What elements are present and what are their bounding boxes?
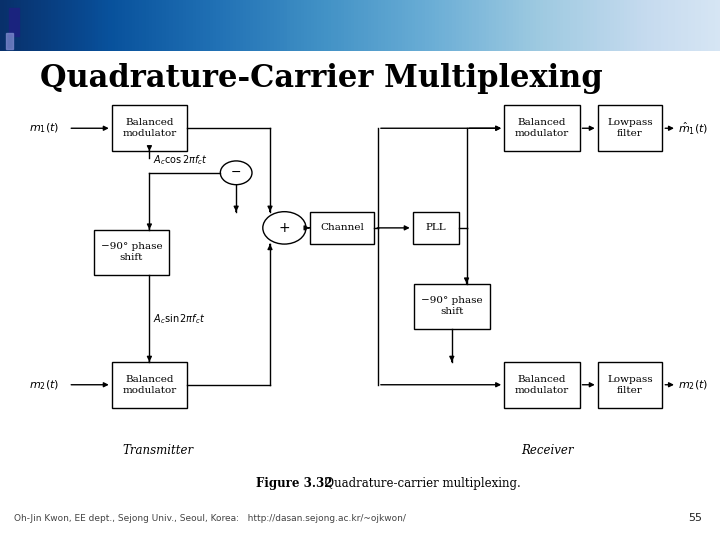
Text: Transmitter: Transmitter (123, 444, 194, 457)
Bar (9, 8, 19, 36)
Bar (6, 33, 13, 49)
FancyBboxPatch shape (414, 284, 490, 329)
Text: Lowpass
filter: Lowpass filter (607, 375, 653, 395)
FancyBboxPatch shape (112, 362, 187, 408)
Text: $m_1(t)$: $m_1(t)$ (29, 122, 59, 135)
Text: Balanced
modulator: Balanced modulator (122, 118, 176, 138)
Text: −: − (231, 166, 241, 179)
FancyBboxPatch shape (413, 212, 459, 244)
Text: Receiver: Receiver (521, 444, 573, 457)
Text: $\hat{m}_1(t)$: $\hat{m}_1(t)$ (678, 120, 708, 136)
Text: Quadrature-Carrier Multiplexing: Quadrature-Carrier Multiplexing (40, 63, 603, 94)
Text: Lowpass
filter: Lowpass filter (607, 118, 653, 138)
FancyBboxPatch shape (94, 230, 169, 275)
Text: −90° phase
shift: −90° phase shift (421, 296, 482, 316)
Text: $A_c \cos 2\pi f_c t$: $A_c \cos 2\pi f_c t$ (153, 153, 208, 167)
Text: Channel: Channel (320, 224, 364, 232)
Text: Balanced
modulator: Balanced modulator (515, 118, 569, 138)
Text: +: + (279, 221, 290, 235)
Text: Quadrature-carrier multiplexing.: Quadrature-carrier multiplexing. (317, 477, 521, 490)
Text: $m_2(t)$: $m_2(t)$ (678, 378, 708, 392)
Text: $A_c \sin 2\pi f_c t$: $A_c \sin 2\pi f_c t$ (153, 312, 205, 326)
Text: $m_2(t)$: $m_2(t)$ (29, 378, 59, 392)
FancyBboxPatch shape (598, 105, 662, 151)
FancyBboxPatch shape (310, 212, 374, 244)
FancyBboxPatch shape (112, 105, 187, 151)
Text: Figure 3.32: Figure 3.32 (256, 477, 332, 490)
Text: Oh-Jin Kwon, EE dept., Sejong Univ., Seoul, Korea:   http://dasan.sejong.ac.kr/~: Oh-Jin Kwon, EE dept., Sejong Univ., Seo… (14, 514, 406, 523)
Text: −90° phase
shift: −90° phase shift (101, 242, 162, 262)
Text: Balanced
modulator: Balanced modulator (122, 375, 176, 395)
FancyBboxPatch shape (598, 362, 662, 408)
Text: Balanced
modulator: Balanced modulator (515, 375, 569, 395)
FancyBboxPatch shape (504, 362, 580, 408)
Text: 55: 55 (688, 514, 702, 523)
FancyBboxPatch shape (504, 105, 580, 151)
Text: PLL: PLL (426, 224, 446, 232)
